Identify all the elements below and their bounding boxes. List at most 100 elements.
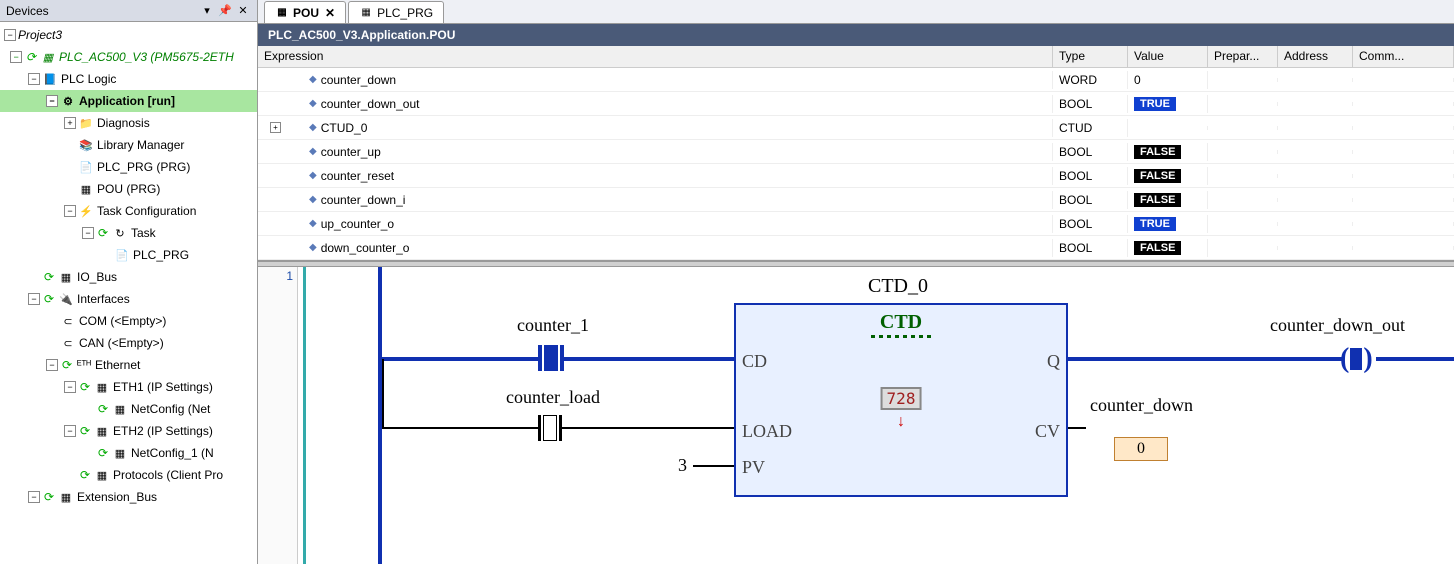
- tree-item[interactable]: ⟳▦NetConfig_1 (N: [0, 442, 257, 464]
- tree-toggle[interactable]: [46, 315, 58, 327]
- tree-toggle[interactable]: [64, 161, 76, 173]
- tree-toggle[interactable]: +: [64, 117, 76, 129]
- pin-pv: PV: [742, 457, 765, 478]
- tree-item[interactable]: ⊂CAN (<Empty>): [0, 332, 257, 354]
- tree-toggle[interactable]: −: [64, 425, 76, 437]
- tree-item[interactable]: −⟳ᴱᵀᴴEthernet: [0, 354, 257, 376]
- tree-label: Application [run]: [79, 94, 175, 108]
- grid-row[interactable]: ◆down_counter_oBOOLFALSE: [258, 236, 1454, 260]
- tree-item[interactable]: −⟳▦ETH1 (IP Settings): [0, 376, 257, 398]
- col-comment[interactable]: Comm...: [1353, 46, 1454, 67]
- tree-item[interactable]: 📄PLC_PRG: [0, 244, 257, 266]
- pin-q: Q: [1047, 351, 1060, 372]
- grid-row[interactable]: ◆counter_down_iBOOLFALSE: [258, 188, 1454, 212]
- tree-label: ETH1 (IP Settings): [113, 380, 213, 394]
- tab-close-icon[interactable]: ✕: [325, 6, 335, 20]
- device-tree[interactable]: − Project3 −⟳▦PLC_AC500_V3 (PM5675-2ETH−…: [0, 22, 257, 564]
- fb-decoration: [871, 335, 931, 338]
- tree-item[interactable]: −⟳▦PLC_AC500_V3 (PM5675-2ETH: [0, 46, 257, 68]
- var-type: BOOL: [1053, 191, 1128, 209]
- tree-toggle[interactable]: [64, 183, 76, 195]
- tree-toggle[interactable]: −: [28, 73, 40, 85]
- grid-row[interactable]: ◆up_counter_oBOOLTRUE: [258, 212, 1454, 236]
- grid-row[interactable]: ◆counter_upBOOLFALSE: [258, 140, 1454, 164]
- tabbar: ▦POU✕▦PLC_PRG: [258, 0, 1454, 24]
- variable-icon: ◆: [309, 218, 317, 229]
- tree-toggle[interactable]: [64, 139, 76, 151]
- tree-item[interactable]: −⟳🔌Interfaces: [0, 288, 257, 310]
- grid-body[interactable]: ◆counter_downWORD0◆counter_down_outBOOLT…: [258, 68, 1454, 260]
- expand-toggle[interactable]: +: [270, 122, 281, 133]
- devices-panel: Devices ▾ 📌 ✕ − Project3 −⟳▦PLC_AC500_V3…: [0, 0, 258, 564]
- tree-item[interactable]: −📘PLC Logic: [0, 68, 257, 90]
- tree-item[interactable]: −⟳▦ETH2 (IP Settings): [0, 420, 257, 442]
- tab[interactable]: ▦PLC_PRG: [348, 1, 444, 23]
- grid-row[interactable]: ◆counter_down_outBOOLTRUE: [258, 92, 1454, 116]
- tree-item[interactable]: ⟳▦IO_Bus: [0, 266, 257, 288]
- tree-item[interactable]: ▦POU (PRG): [0, 178, 257, 200]
- variable-icon: ◆: [309, 194, 317, 205]
- close-icon[interactable]: ✕: [235, 3, 251, 19]
- var-value[interactable]: [1128, 126, 1208, 130]
- var-value[interactable]: 0: [1128, 71, 1208, 89]
- tree-toggle[interactable]: [64, 469, 76, 481]
- function-block[interactable]: CTD 728 ↓ CD LOAD PV Q CV: [734, 303, 1068, 497]
- tree-toggle[interactable]: [82, 447, 94, 459]
- var-value[interactable]: FALSE: [1128, 167, 1208, 185]
- var-value[interactable]: TRUE: [1128, 95, 1208, 113]
- grid-header: Expression Type Value Prepar... Address …: [258, 46, 1454, 68]
- tree-toggle[interactable]: −: [64, 205, 76, 217]
- tree-toggle[interactable]: −: [46, 359, 58, 371]
- tree-toggle[interactable]: [82, 403, 94, 415]
- tree-toggle[interactable]: −: [46, 95, 58, 107]
- project-root[interactable]: − Project3: [0, 24, 257, 46]
- grid-row[interactable]: ◆counter_resetBOOLFALSE: [258, 164, 1454, 188]
- tree-item[interactable]: ⊂COM (<Empty>): [0, 310, 257, 332]
- tree-item[interactable]: −⟳▦Extension_Bus: [0, 486, 257, 508]
- tree-item[interactable]: −⟳↻Task: [0, 222, 257, 244]
- ladder-diagram[interactable]: 1 counter_1 counter_load 3 CTD_0: [258, 267, 1454, 564]
- tree-toggle[interactable]: −: [28, 293, 40, 305]
- tree-toggle[interactable]: [28, 271, 40, 283]
- var-value[interactable]: FALSE: [1128, 239, 1208, 257]
- col-value[interactable]: Value: [1128, 46, 1208, 67]
- tree-item[interactable]: ⟳▦Protocols (Client Pro: [0, 464, 257, 486]
- pou-icon: ▦: [78, 181, 94, 197]
- tree-item[interactable]: −⚡Task Configuration: [0, 200, 257, 222]
- wire: [1068, 427, 1086, 429]
- var-value[interactable]: TRUE: [1128, 215, 1208, 233]
- var-type: BOOL: [1053, 143, 1128, 161]
- dropdown-icon[interactable]: ▾: [199, 3, 215, 19]
- tab[interactable]: ▦POU✕: [264, 1, 346, 23]
- col-prepared[interactable]: Prepar...: [1208, 46, 1278, 67]
- tree-toggle[interactable]: −: [82, 227, 94, 239]
- gutter: 1: [258, 267, 298, 564]
- tree-toggle[interactable]: [46, 337, 58, 349]
- var-name: down_counter_o: [321, 241, 410, 255]
- var-value[interactable]: FALSE: [1128, 191, 1208, 209]
- tree-toggle[interactable]: −: [64, 381, 76, 393]
- var-value[interactable]: FALSE: [1128, 143, 1208, 161]
- tree-toggle[interactable]: −: [10, 51, 22, 63]
- col-type[interactable]: Type: [1053, 46, 1128, 67]
- tree-label: Protocols (Client Pro: [113, 468, 223, 482]
- wire: [1068, 357, 1342, 361]
- contact-counter1[interactable]: [538, 345, 564, 371]
- tree-label: Ethernet: [95, 358, 140, 372]
- tree-item[interactable]: 📚Library Manager: [0, 134, 257, 156]
- wire: [564, 357, 734, 361]
- col-expression[interactable]: Expression: [258, 46, 1053, 67]
- pin-icon[interactable]: 📌: [217, 3, 233, 19]
- coil-out[interactable]: (): [1340, 343, 1373, 375]
- tree-item[interactable]: 📄PLC_PRG (PRG): [0, 156, 257, 178]
- variable-icon: ◆: [309, 74, 317, 85]
- tree-item[interactable]: −⚙Application [run]: [0, 90, 257, 112]
- col-address[interactable]: Address: [1278, 46, 1353, 67]
- contact-counterload[interactable]: [538, 415, 562, 441]
- tree-toggle[interactable]: [100, 249, 112, 261]
- tree-item[interactable]: ⟳▦NetConfig (Net: [0, 398, 257, 420]
- tree-toggle[interactable]: −: [28, 491, 40, 503]
- grid-row[interactable]: +◆CTUD_0CTUD: [258, 116, 1454, 140]
- grid-row[interactable]: ◆counter_downWORD0: [258, 68, 1454, 92]
- tree-item[interactable]: +📁Diagnosis: [0, 112, 257, 134]
